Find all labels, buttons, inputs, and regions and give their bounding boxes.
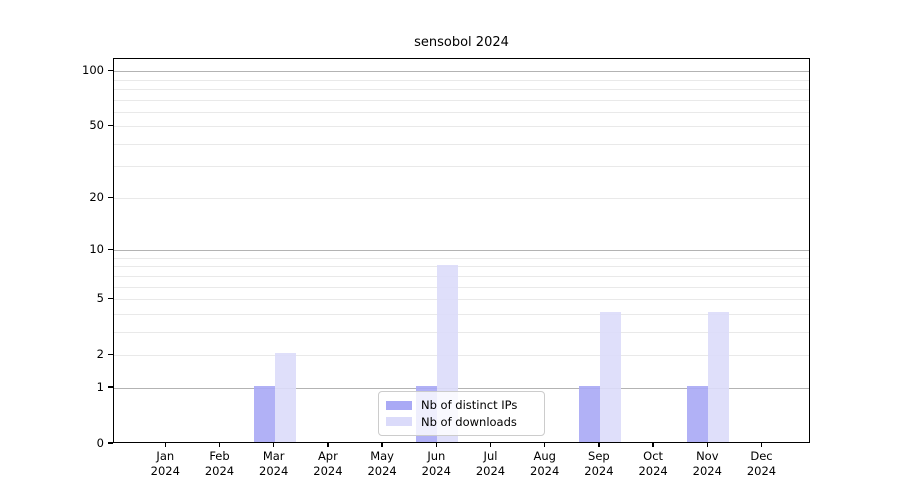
x-tick-label-nov-2024: Nov 2024 bbox=[692, 449, 722, 478]
legend-item-distinct-ips: Nb of distinct IPs bbox=[386, 397, 537, 414]
gridline-minor-20 bbox=[114, 197, 809, 199]
gridline-minor-6 bbox=[114, 286, 809, 288]
chart-title: sensobol 2024 bbox=[414, 35, 509, 50]
gridline-minor-70 bbox=[114, 99, 809, 101]
legend-label-downloads: Nb of downloads bbox=[421, 414, 517, 429]
bar-distinct-ips-mar bbox=[253, 386, 275, 442]
gridline-minor-40 bbox=[114, 143, 809, 145]
x-axis-tick-jun bbox=[435, 443, 437, 447]
bar-downloads-nov bbox=[708, 312, 730, 442]
x-tick-label-aug-2024: Aug 2024 bbox=[530, 449, 560, 478]
x-axis-tick-mar bbox=[273, 443, 275, 447]
gridline-minor-7 bbox=[114, 275, 809, 277]
y-axis-tick-20 bbox=[108, 196, 113, 199]
legend: Nb of distinct IPs Nb of downloads bbox=[378, 391, 545, 436]
y-axis-tick-0 bbox=[108, 442, 113, 444]
x-axis-tick-dec bbox=[760, 443, 763, 447]
gridline-minor-30 bbox=[114, 166, 809, 168]
y-axis-tick-10 bbox=[108, 248, 113, 251]
x-axis-tick-feb bbox=[218, 443, 221, 447]
y-tick-label-100: 100 bbox=[82, 63, 104, 78]
x-tick-label-jan-2024: Jan 2024 bbox=[150, 449, 180, 478]
gridline-minor-90 bbox=[114, 79, 809, 81]
legend-label-distinct-ips: Nb of distinct IPs bbox=[421, 398, 518, 413]
bar-downloads-mar bbox=[274, 353, 296, 442]
bar-distinct-ips-sep bbox=[578, 386, 600, 442]
x-tick-label-sep-2024: Sep 2024 bbox=[584, 449, 614, 478]
y-axis-tick-2 bbox=[108, 353, 113, 356]
y-tick-label-0: 0 bbox=[96, 435, 104, 450]
x-axis-tick-jul bbox=[489, 443, 492, 447]
legend-swatch-downloads bbox=[386, 417, 412, 427]
y-tick-label-1: 1 bbox=[96, 379, 104, 394]
y-tick-label-10: 10 bbox=[89, 242, 104, 257]
x-axis-tick-oct bbox=[652, 443, 654, 447]
y-axis-tick-1 bbox=[108, 386, 113, 388]
x-axis-tick-aug bbox=[544, 443, 546, 447]
x-axis-tick-apr bbox=[327, 443, 329, 447]
x-tick-label-apr-2024: Apr 2024 bbox=[313, 449, 343, 478]
y-tick-label-20: 20 bbox=[89, 189, 104, 204]
x-tick-label-jun-2024: Jun 2024 bbox=[421, 449, 451, 478]
bar-distinct-ips-nov bbox=[687, 386, 709, 442]
gridline-minor-60 bbox=[114, 111, 809, 113]
bar-downloads-sep bbox=[599, 312, 621, 442]
x-axis-tick-sep bbox=[598, 443, 600, 447]
y-tick-label-50: 50 bbox=[89, 118, 104, 133]
x-axis-tick-jan bbox=[164, 443, 166, 447]
y-axis-tick-5 bbox=[108, 297, 113, 300]
x-tick-label-may-2024: May 2024 bbox=[367, 449, 397, 478]
y-tick-label-2: 2 bbox=[96, 346, 104, 361]
x-tick-label-feb-2024: Feb 2024 bbox=[204, 449, 235, 478]
y-axis-tick-100 bbox=[108, 70, 113, 72]
x-axis-tick-nov bbox=[706, 443, 708, 447]
gridline-minor-50 bbox=[114, 126, 809, 128]
gridline-minor-5 bbox=[114, 298, 809, 300]
x-axis-tick-may bbox=[381, 443, 383, 447]
legend-swatch-distinct-ips bbox=[386, 400, 412, 410]
x-tick-label-oct-2024: Oct 2024 bbox=[638, 449, 668, 478]
legend-item-downloads: Nb of downloads bbox=[386, 414, 537, 431]
x-tick-label-dec-2024: Dec 2024 bbox=[746, 449, 777, 478]
gridline-minor-9 bbox=[114, 257, 809, 259]
y-axis-tick-50 bbox=[108, 125, 113, 127]
gridline-major-10 bbox=[114, 250, 809, 252]
gridline-major-100 bbox=[114, 71, 809, 73]
gridline-minor-80 bbox=[114, 89, 809, 90]
x-tick-label-mar-2024: Mar 2024 bbox=[259, 449, 289, 478]
y-tick-label-5: 5 bbox=[96, 290, 104, 305]
x-tick-label-jul-2024: Jul 2024 bbox=[475, 449, 506, 478]
gridline-minor-4 bbox=[114, 313, 809, 315]
gridline-minor-8 bbox=[114, 266, 809, 268]
plot-area bbox=[113, 58, 810, 443]
gridline-minor-3 bbox=[114, 331, 809, 333]
gridline-minor-2 bbox=[114, 354, 809, 356]
